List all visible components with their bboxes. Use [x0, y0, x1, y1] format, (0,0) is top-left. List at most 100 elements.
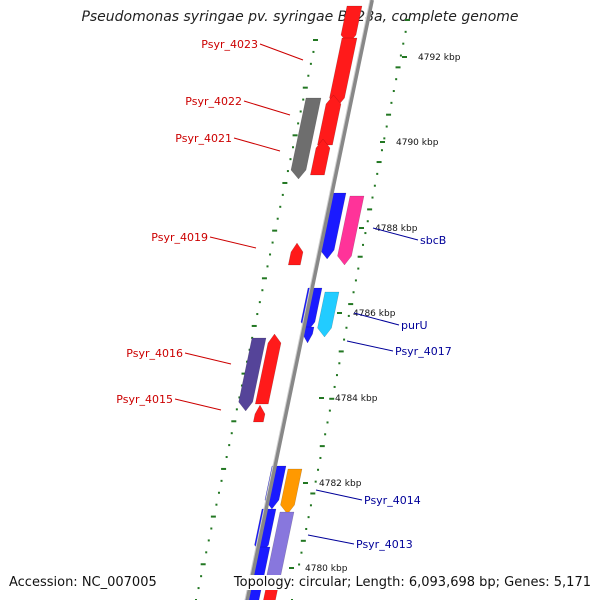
outer-dot	[386, 113, 392, 116]
inner-dot	[261, 289, 264, 292]
outer-dot	[300, 539, 306, 542]
inner-dot	[261, 277, 267, 280]
outer-dot	[362, 243, 365, 246]
inner-dot	[210, 527, 213, 530]
outer-dot	[357, 267, 360, 270]
label-connector	[243, 100, 291, 116]
tick-marks: 4792 kbp 4790 kbp 4788 kbp 4786 kbp 4784 kbp…	[289, 53, 461, 574]
inner-dot	[256, 313, 259, 316]
inner-dot	[220, 479, 223, 482]
outer-dot	[329, 397, 335, 400]
outer-dot	[314, 480, 317, 483]
gene-label-psyr-4015: Psyr_4015	[116, 393, 173, 406]
outer-dot	[338, 350, 344, 353]
gene-psyr-4022b	[317, 94, 342, 146]
label-connector	[259, 43, 304, 61]
outer-dot	[319, 445, 325, 448]
gene-psyr-4023	[329, 37, 358, 108]
label-connector	[209, 236, 257, 249]
inner-dot	[289, 158, 292, 161]
tick-label: 4786 kbp	[353, 309, 396, 319]
gene-label-psyr-4021: Psyr_4021	[175, 132, 232, 145]
inner-dot	[210, 515, 216, 518]
label-connector	[372, 227, 419, 241]
outer-dot	[392, 90, 395, 93]
outer-dot	[343, 338, 346, 341]
tick-label: 4780 kbp	[305, 564, 348, 574]
inner-dot	[230, 432, 233, 435]
outer-dot	[364, 232, 367, 235]
inner-dot	[292, 146, 295, 149]
outer-dot	[354, 279, 357, 282]
inner-dot	[215, 503, 218, 506]
outer-dot	[404, 30, 407, 33]
gene-psyr-4016b	[254, 333, 282, 405]
outer-dot	[310, 492, 316, 495]
label-connector	[353, 312, 400, 326]
label-connector	[174, 398, 222, 411]
outer-dot	[317, 468, 320, 471]
inner-dot	[279, 205, 282, 208]
outer-dot	[373, 184, 376, 187]
inner-dot	[281, 193, 284, 196]
outer-dot	[328, 409, 331, 412]
inner-dot	[276, 217, 279, 220]
outer-dot	[335, 374, 338, 377]
outer-dot	[300, 551, 303, 554]
outer-dot	[405, 19, 410, 21]
inner-dot	[302, 86, 308, 89]
gene-psyr-4019	[287, 242, 304, 266]
inner-dot	[205, 551, 208, 554]
inner-dot	[297, 122, 300, 125]
backbone-highlight	[244, 0, 371, 600]
label-connector	[184, 352, 232, 365]
inner-dot	[269, 253, 272, 256]
gene-label-psyr-4023: Psyr_4023	[201, 38, 258, 51]
inner-dot	[313, 39, 318, 41]
inner-dot	[238, 396, 241, 399]
gene-labels: Psyr_4023 Psyr_4022 Psyr_4021 Psyr_4019 Psyr…	[116, 38, 451, 551]
gene-label-psyr-4016: Psyr_4016	[126, 347, 183, 360]
outer-dot	[402, 42, 405, 45]
outer-dot	[298, 563, 301, 566]
outer-dot	[395, 66, 401, 69]
inner-dot	[299, 110, 302, 113]
outer-dot	[357, 255, 363, 258]
gene-label-psyr-4022: Psyr_4022	[185, 95, 242, 108]
gene-label-psyr-4013: Psyr_4013	[356, 538, 413, 551]
inner-dot	[272, 229, 278, 232]
outer-dot	[309, 504, 312, 507]
inner-dot	[207, 539, 210, 542]
inner-dot	[231, 420, 237, 423]
gene-label-psyr-4014: Psyr_4014	[364, 494, 421, 507]
outer-dot	[347, 314, 350, 317]
inner-dot	[312, 50, 315, 53]
inner-dot	[197, 587, 200, 590]
inner-dot	[217, 491, 220, 494]
gene-psyr-4018	[337, 195, 365, 266]
outer-dot	[367, 208, 373, 211]
outer-dot	[348, 303, 354, 306]
outer-dot	[319, 456, 322, 459]
gene-label-puru: purU	[401, 319, 428, 332]
inner-dot	[266, 265, 269, 268]
outer-dot	[376, 161, 382, 164]
outer-dot	[395, 78, 398, 81]
outer-dot	[376, 172, 379, 175]
inner-dot	[271, 241, 274, 244]
outer-dot	[352, 291, 355, 294]
outer-dot	[326, 421, 329, 424]
inner-dot	[200, 563, 206, 566]
label-connector	[233, 137, 281, 152]
inner-dot	[235, 408, 238, 411]
gene-psyr-4017	[317, 291, 340, 338]
inner-dot	[225, 456, 228, 459]
outer-dot	[305, 527, 308, 530]
dotted-guide-lines	[195, 19, 410, 600]
gene-psyr-4014b	[280, 468, 303, 515]
inner-dot	[251, 324, 257, 327]
outer-dot	[324, 433, 327, 436]
inner-dot	[251, 336, 254, 339]
tick-label: 4784 kbp	[335, 394, 378, 404]
outer-dot	[390, 101, 393, 104]
